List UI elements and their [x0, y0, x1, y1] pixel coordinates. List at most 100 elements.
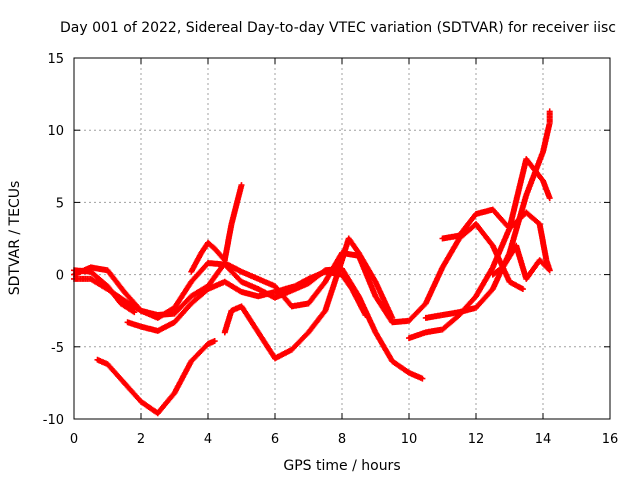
x-tick-label: 4	[204, 432, 212, 447]
data-point-marks	[221, 278, 244, 295]
data-point-marks	[138, 323, 160, 334]
data-series	[71, 108, 553, 417]
data-point-marks	[473, 265, 495, 300]
data-point-marks	[456, 212, 478, 239]
y-tick-label: 10	[47, 124, 64, 139]
data-point-marks	[439, 313, 462, 333]
x-tick-label: 8	[338, 432, 346, 447]
data-point-marks	[221, 309, 234, 336]
data-point-marks	[171, 359, 194, 396]
data-point-marks	[422, 312, 444, 321]
data-point-marks	[154, 391, 177, 417]
data-point-marks	[171, 280, 194, 311]
data-point-marks	[305, 280, 328, 307]
data-point-marks	[339, 271, 355, 291]
satellite-track-11	[489, 242, 553, 282]
data-point-marks	[536, 257, 552, 273]
data-point-marks	[121, 379, 143, 404]
x-tick-label: 14	[535, 432, 552, 447]
data-point-marks	[255, 275, 277, 289]
data-point-marks	[372, 278, 395, 320]
data-point-marks	[255, 329, 278, 360]
data-point-marks	[188, 287, 210, 307]
satellite-track-4	[124, 268, 369, 334]
data-point-marks	[255, 289, 277, 300]
satellite-track-6	[188, 182, 245, 275]
data-point-mark	[238, 182, 245, 189]
y-tick-label: 5	[56, 196, 64, 211]
data-point-marks	[205, 239, 217, 251]
data-point-mark	[546, 267, 553, 274]
satellite-track-5	[94, 338, 218, 417]
x-tick-label: 2	[137, 432, 145, 447]
data-point-marks	[104, 267, 127, 294]
data-point-marks	[238, 278, 260, 292]
data-point-marks	[422, 265, 445, 307]
data-point-marks	[305, 309, 328, 336]
data-point-marks	[523, 209, 542, 226]
y-tick-label: 0	[56, 269, 64, 284]
data-point-marks	[372, 329, 395, 363]
data-point-marks	[406, 329, 428, 342]
data-point-marks	[473, 207, 495, 217]
chart-title: Day 001 of 2022, Sidereal Day-to-day VTE…	[60, 20, 616, 36]
x-axis-label: GPS time / hours	[283, 458, 400, 474]
data-point-marks	[188, 342, 210, 365]
y-tick-label: -10	[43, 413, 64, 428]
x-tick-label: 6	[271, 432, 279, 447]
data-point-marks	[272, 347, 294, 362]
data-point-marks	[506, 157, 529, 232]
satellite-track-10	[439, 156, 553, 242]
data-point-marks	[355, 249, 378, 284]
data-point-mark	[546, 108, 553, 115]
data-point-mark	[211, 338, 218, 345]
data-point-marks	[536, 221, 550, 262]
data-point-marks	[221, 222, 235, 264]
data-point-marks	[121, 297, 143, 313]
data-point-marks	[439, 232, 461, 242]
data-point-marks	[489, 226, 512, 271]
data-point-marks	[439, 309, 461, 318]
data-point-marks	[389, 358, 411, 375]
data-point-mark	[131, 309, 138, 316]
x-tick-label: 16	[602, 432, 619, 447]
data-point-marks	[513, 242, 529, 281]
grid	[74, 58, 610, 419]
y-tick-label: -5	[51, 341, 64, 356]
data-point-marks	[456, 305, 478, 316]
data-point-marks	[406, 301, 428, 324]
data-point-marks	[188, 261, 210, 285]
data-point-marks	[117, 300, 136, 315]
plot-frame	[73, 57, 611, 420]
y-axis-label: SDTVAR / TECUs	[7, 181, 23, 296]
data-point-marks	[288, 330, 311, 353]
data-point-marks	[104, 361, 127, 385]
data-point-marks	[305, 269, 327, 282]
data-point-mark	[546, 195, 553, 202]
data-point-marks	[238, 268, 260, 282]
data-point-marks	[272, 283, 297, 295]
data-point-marks	[171, 301, 194, 326]
data-point-marks	[87, 268, 110, 289]
data-point-mark	[519, 286, 526, 293]
data-point-marks	[540, 121, 553, 155]
data-point-marks	[523, 258, 542, 282]
y-tick-labels: -10 -5 0 5 10 15	[43, 52, 64, 428]
x-tick-labels: 0 2 4 6 8 10 12 14 16	[70, 432, 618, 447]
data-point-marks	[188, 284, 210, 300]
data-point-marks	[489, 265, 505, 278]
data-point-marks	[238, 303, 261, 334]
x-tick-label: 12	[468, 432, 485, 447]
y-tick-label: 15	[47, 52, 64, 67]
data-point-marks	[205, 279, 227, 292]
data-point-marks	[104, 283, 123, 306]
data-point-marks	[473, 221, 495, 248]
data-point-marks	[228, 183, 245, 228]
data-point-marks	[506, 278, 525, 292]
data-point-marks	[473, 287, 495, 311]
data-point-marks	[138, 398, 160, 416]
data-point-mark	[362, 312, 369, 319]
data-point-marks	[87, 275, 110, 292]
data-point-mark	[389, 314, 396, 321]
data-point-mark	[419, 375, 426, 382]
